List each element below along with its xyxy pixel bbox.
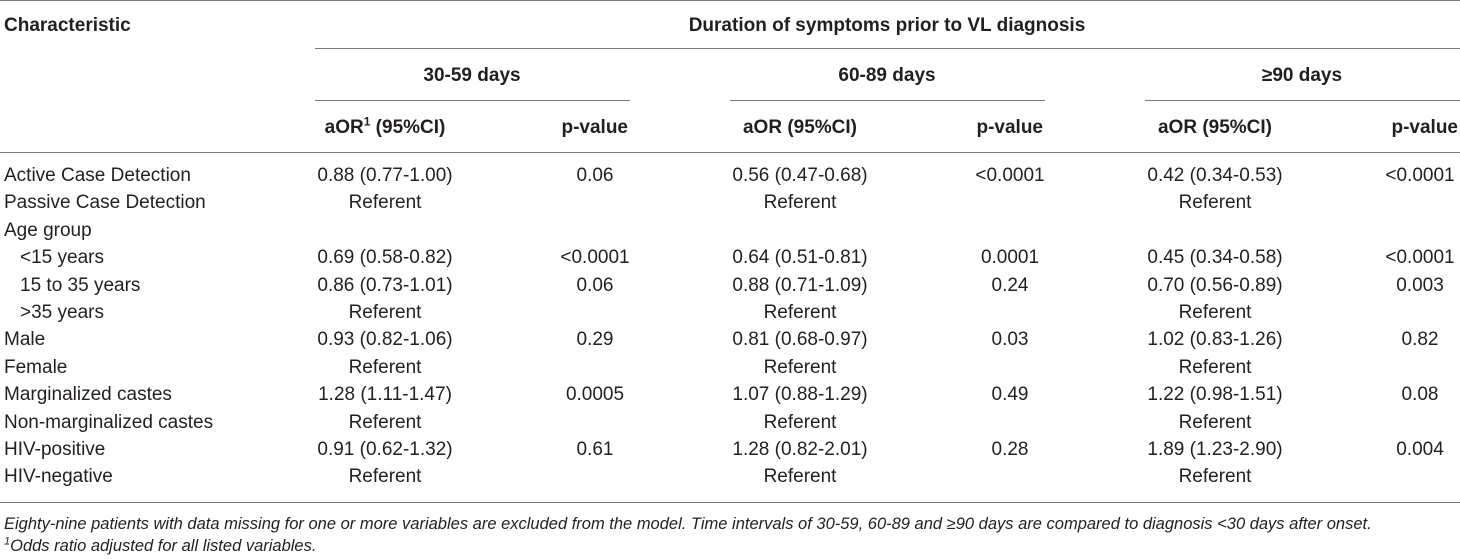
aor-cell-90-plus: 1.02 (0.83-1.26) bbox=[1147, 329, 1283, 351]
aor-cell-60-89: 0.56 (0.47-0.68) bbox=[732, 165, 868, 186]
pvalue-header-1: p-value bbox=[561, 117, 628, 138]
aor-cell-30-59: 1.28 (1.11-1.47) bbox=[318, 384, 452, 406]
group-header-30-59: 30-59 days bbox=[423, 65, 521, 86]
characteristic-header: Characteristic bbox=[4, 15, 131, 36]
row-label: Passive Case Detection bbox=[4, 192, 206, 214]
pvalue-cell-30-59: 0.29 bbox=[576, 329, 614, 351]
row-label: Non-marginalized castes bbox=[4, 411, 214, 433]
aor-cell-90-plus: 0.45 (0.34-0.58) bbox=[1147, 247, 1283, 269]
duration-span-header: Duration of symptoms prior to VL diagnos… bbox=[688, 15, 1086, 36]
aor-cell-30-59: Referent bbox=[348, 302, 422, 323]
aor-cell-60-89: 0.81 (0.68-0.97) bbox=[732, 329, 868, 351]
aor-cell-90-plus: 1.89 (1.23-2.90) bbox=[1147, 439, 1283, 460]
group-header-60-89: 60-89 days bbox=[838, 65, 936, 86]
aor-cell-30-59: 0.86 (0.73-1.01) bbox=[317, 274, 453, 296]
row-label: Female bbox=[4, 356, 68, 378]
row-label: Active Case Detection bbox=[4, 165, 191, 186]
pvalue-cell-90-plus: <0.0001 bbox=[1385, 165, 1455, 186]
pvalue-cell-60-89: 0.0001 bbox=[980, 247, 1040, 269]
aor-cell-60-89: Referent bbox=[763, 192, 837, 214]
footnote-odds-ratio: 1Odds ratio adjusted for all listed vari… bbox=[4, 535, 317, 555]
aor-cell-30-59: 0.69 (0.58-0.82) bbox=[317, 247, 453, 269]
aor-cell-90-plus: Referent bbox=[1178, 411, 1252, 433]
pvalue-cell-90-plus: 0.82 bbox=[1401, 329, 1439, 351]
row-label: <15 years bbox=[20, 247, 104, 269]
aor-cell-30-59: Referent bbox=[348, 466, 422, 488]
pvalue-cell-30-59: 0.06 bbox=[576, 274, 614, 296]
pvalue-cell-90-plus: 0.003 bbox=[1396, 274, 1444, 296]
aor-cell-60-89: 0.88 (0.71-1.09) bbox=[732, 274, 868, 296]
pvalue-cell-30-59: 0.06 bbox=[576, 165, 614, 186]
footnote-missing-data: Eighty-nine patients with data missing f… bbox=[4, 515, 1372, 533]
aor-cell-90-plus: 0.42 (0.34-0.53) bbox=[1147, 165, 1283, 186]
pvalue-cell-60-89: <0.0001 bbox=[975, 165, 1045, 186]
aor-header-1: aOR1 (95%CI) bbox=[324, 114, 446, 138]
aor-cell-60-89: 0.64 (0.51-0.81) bbox=[732, 247, 868, 269]
aor-header-2: aOR (95%CI) bbox=[742, 117, 858, 138]
aor-cell-60-89: Referent bbox=[763, 356, 837, 378]
pvalue-cell-90-plus: 0.004 bbox=[1396, 439, 1444, 460]
aor-cell-60-89: 1.28 (0.82-2.01) bbox=[732, 439, 868, 460]
aor-cell-30-59: Referent bbox=[348, 192, 422, 214]
row-label: >35 years bbox=[20, 302, 104, 323]
aor-cell-60-89: 1.07 (0.88-1.29) bbox=[732, 384, 868, 406]
aor-cell-30-59: 0.91 (0.62-1.32) bbox=[317, 439, 453, 460]
row-label: HIV-positive bbox=[4, 439, 106, 460]
aor-cell-60-89: Referent bbox=[763, 302, 837, 323]
group2-rule bbox=[730, 100, 1045, 101]
aor-cell-30-59: Referent bbox=[348, 356, 422, 378]
header-bottom-rule bbox=[0, 152, 1460, 153]
aor-cell-30-59: 0.88 (0.77-1.00) bbox=[317, 165, 453, 186]
group-header-90-plus: ≥90 days bbox=[1261, 65, 1343, 86]
aor-cell-90-plus: Referent bbox=[1178, 356, 1252, 378]
pvalue-cell-30-59: 0.0005 bbox=[565, 384, 625, 406]
pvalue-cell-30-59: 0.61 bbox=[576, 439, 614, 460]
pvalue-cell-60-89: 0.03 bbox=[991, 329, 1029, 351]
aor-cell-90-plus: 0.70 (0.56-0.89) bbox=[1147, 274, 1283, 296]
group1-rule bbox=[315, 100, 630, 101]
row-label: HIV-negative bbox=[4, 466, 113, 488]
row-label: Marginalized castes bbox=[4, 384, 172, 406]
aor-cell-30-59: Referent bbox=[348, 411, 422, 433]
aor-cell-60-89: Referent bbox=[763, 466, 837, 488]
table-bottom-rule bbox=[0, 502, 1460, 503]
aor-cell-60-89: Referent bbox=[763, 411, 837, 433]
aor-cell-30-59: 0.93 (0.82-1.06) bbox=[317, 329, 453, 351]
row-label: 15 to 35 years bbox=[20, 274, 141, 296]
aor-cell-90-plus: 1.22 (0.98-1.51) bbox=[1147, 384, 1283, 406]
pvalue-cell-60-89: 0.49 bbox=[991, 384, 1029, 406]
pvalue-cell-30-59: <0.0001 bbox=[560, 247, 630, 269]
pvalue-header-3: p-value bbox=[1391, 117, 1458, 138]
pvalue-cell-60-89: 0.24 bbox=[991, 274, 1029, 296]
group3-rule bbox=[1145, 100, 1460, 101]
pvalue-cell-90-plus: <0.0001 bbox=[1385, 247, 1455, 269]
pvalue-cell-60-89: 0.28 bbox=[991, 439, 1029, 460]
span-rule bbox=[315, 48, 1460, 49]
pvalue-header-2: p-value bbox=[976, 117, 1043, 138]
row-label: Male bbox=[4, 329, 46, 351]
aor-cell-90-plus: Referent bbox=[1178, 466, 1252, 488]
aor-cell-90-plus: Referent bbox=[1178, 302, 1252, 323]
pvalue-cell-90-plus: 0.08 bbox=[1401, 384, 1439, 406]
top-rule bbox=[0, 0, 1460, 1]
aor-cell-90-plus: Referent bbox=[1178, 192, 1252, 214]
aor-header-3: aOR (95%CI) bbox=[1157, 117, 1273, 138]
row-label: Age group bbox=[4, 219, 92, 241]
